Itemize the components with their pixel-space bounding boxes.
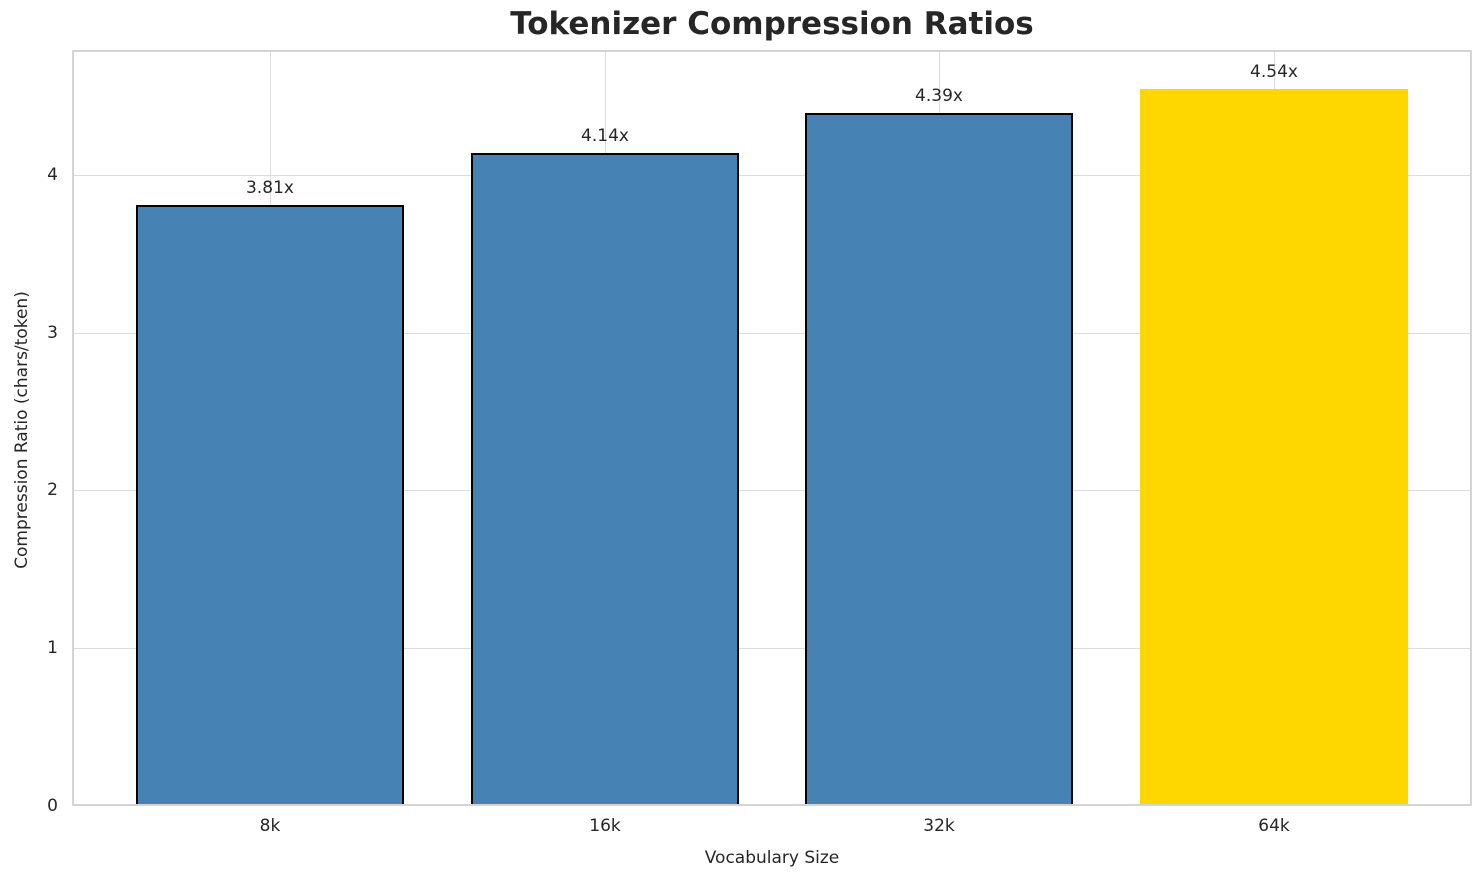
x-tick-label-8k: 8k	[259, 816, 281, 836]
y-tick-label: 4	[47, 164, 58, 185]
bar-32k	[805, 113, 1073, 806]
y-tick-label: 0	[47, 796, 58, 816]
y-tick-label: 1	[47, 638, 58, 659]
bar-value-label-64k: 4.54x	[1250, 62, 1298, 82]
gridline-y-3	[72, 332, 1472, 334]
y-tick-label: 2	[47, 480, 58, 501]
chart-title: Tokenizer Compression Ratios	[510, 6, 1034, 42]
bar-64k	[1140, 89, 1408, 806]
x-tick-label-16k: 16k	[589, 816, 621, 836]
bar-8k	[136, 205, 404, 806]
x-axis-label: Vocabulary Size	[704, 848, 840, 868]
x-tick-label-64k: 64k	[1258, 816, 1290, 836]
gridline-y-1	[72, 648, 1472, 650]
gridline-y-4	[72, 174, 1472, 176]
bar-value-label-8k: 3.81x	[246, 178, 294, 198]
plot-area: 3.81x 4.14x 4.39x 4.54x	[72, 50, 1472, 806]
bar-16k	[471, 153, 739, 806]
y-tick-label: 3	[47, 322, 58, 343]
bar-value-label-16k: 4.14x	[581, 126, 629, 146]
bar-value-label-32k: 4.39x	[915, 86, 963, 106]
x-tick-label-32k: 32k	[923, 816, 955, 836]
gridline-y-2	[72, 490, 1472, 492]
y-axis-label: Compression Ratio (chars/token)	[12, 291, 32, 569]
